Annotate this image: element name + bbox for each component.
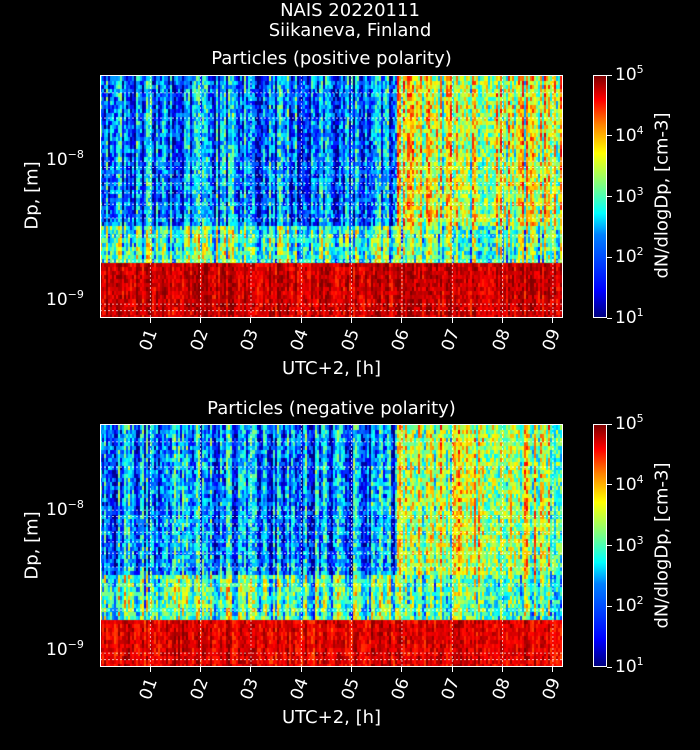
panel1-colorbar [593,75,607,318]
colorbar-tick-label: 104 [615,123,644,146]
panel1-heatmap [100,75,563,318]
colorbar-tick-label: 105 [615,412,644,434]
panel1-ytick-1e-9: 10−9 [46,288,84,310]
xtick-label: 03 [236,675,263,703]
xtick-mark [250,318,252,323]
xtick-mark [552,667,554,672]
xtick-mark [451,667,453,672]
xtick-label: 02 [186,326,213,354]
colorbar-tick-label: 103 [615,184,644,207]
panel2-title: Particles (negative polarity) [207,398,456,419]
xtick-mark [451,318,453,323]
xtick-label: 01 [136,675,163,703]
xtick-mark [502,318,504,323]
colorbar-tick-label: 101 [615,306,644,328]
panel1-title: Particles (positive polarity) [211,48,452,69]
colorbar-tick-mark [607,666,612,668]
xtick-label: 01 [136,326,163,354]
xtick-mark [401,318,403,323]
xtick-mark [200,318,202,323]
colorbar-tick-mark [607,484,612,486]
panel2-ytick-1e-8: 10−8 [46,498,84,520]
colorbar-tick-label: 105 [615,63,644,85]
xtick-mark [401,667,403,672]
xtick-label: 07 [438,326,465,354]
colorbar-tick-mark [607,74,612,76]
colorbar-tick-mark [607,196,612,197]
panel1-ylabel: Dp, [m] [21,161,43,230]
xtick-mark [300,318,302,323]
panel1-ytick-1e-8: 10−8 [46,148,84,170]
xtick-label: 05 [337,326,364,354]
colorbar-tick-mark [607,256,612,258]
colorbar-tick-label: 104 [615,472,644,495]
panel2-colorbar [593,424,607,667]
xtick-label: 08 [488,326,515,354]
panel2-heatmap [100,424,563,667]
xtick-label: 05 [337,675,364,703]
xtick-label: 08 [488,675,515,703]
xtick-label: 04 [287,326,314,354]
xtick-label: 09 [538,675,565,703]
figure-subtitle: Siikaneva, Finland [268,20,432,41]
xtick-mark [351,318,353,323]
xtick-mark [250,667,252,672]
xtick-label: 02 [186,675,213,703]
xtick-label: 03 [236,326,263,354]
colorbar-tick-label: 102 [615,245,644,268]
figure-title: NAIS 20220111 [280,0,420,21]
xtick-label: 04 [287,675,314,703]
xtick-mark [502,667,504,672]
xtick-label: 06 [387,326,414,354]
colorbar-tick-mark [607,605,612,607]
panel1-grid [100,75,563,318]
xtick-label: 06 [387,675,414,703]
xtick-mark [200,667,202,672]
panel2-ytick-1e-9: 10−9 [46,638,84,660]
panel1-xlabel: UTC+2, [h] [281,358,382,379]
panel1-heatmap-canvas [100,75,563,318]
colorbar-tick-mark [607,135,612,137]
xtick-mark [149,318,151,323]
colorbar-tick-label: 101 [615,655,644,677]
colorbar-tick-label: 103 [615,533,644,556]
xtick-mark [552,318,554,323]
xtick-mark [351,667,353,672]
colorbar-tick-mark [607,423,612,425]
panel2-grid [100,424,563,667]
panel2-ylabel: Dp, [m] [21,511,43,580]
xtick-mark [149,667,151,672]
panel2-colorbar-label: dN/dlogDp, [cm-3] [651,462,673,629]
panel2-heatmap-canvas [100,424,563,667]
colorbar-tick-mark [607,317,612,319]
xtick-label: 07 [438,675,465,703]
xtick-label: 09 [538,326,565,354]
panel2-xlabel: UTC+2, [h] [281,707,382,728]
colorbar-tick-mark [607,545,612,546]
xtick-mark [300,667,302,672]
colorbar-tick-label: 102 [615,594,644,617]
panel1-colorbar-label: dN/dlogDp, [cm-3] [651,112,673,279]
